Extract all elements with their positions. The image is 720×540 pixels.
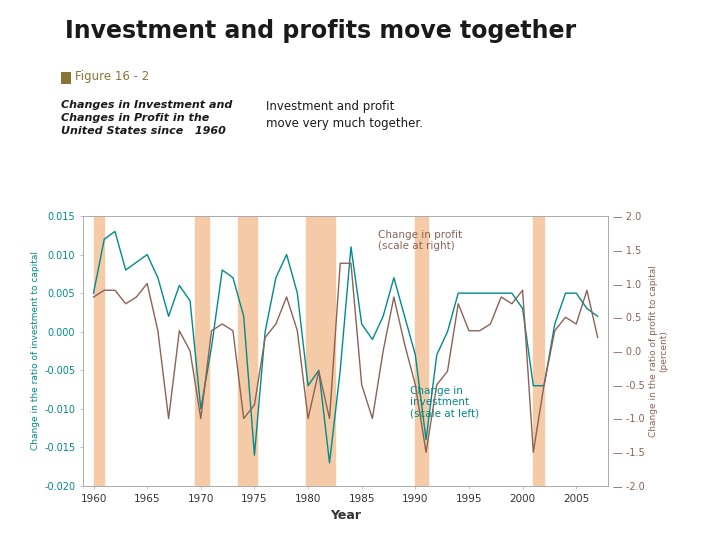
Text: Investment and profit
move very much together.: Investment and profit move very much tog… [266,100,423,130]
Y-axis label: Change in the ratio of investment to capital: Change in the ratio of investment to cap… [31,252,40,450]
Text: Investment and profits move together: Investment and profits move together [65,19,576,43]
Bar [195,216,210,486]
Text: Changes in Investment and
Changes in Profit in the
United States since   1960: Changes in Investment and Changes in Pro… [61,100,233,136]
Text: Figure 16 - 2: Figure 16 - 2 [75,70,149,83]
Text: Change in profit
(scale at right): Change in profit (scale at right) [378,230,462,252]
Bar [415,216,428,486]
Bar [238,216,256,486]
Text: Change in
investment
(scale at left): Change in investment (scale at left) [410,386,479,419]
X-axis label: Year: Year [330,509,361,522]
Y-axis label: Change in the ratio of profit to capital
(percent): Change in the ratio of profit to capital… [649,265,669,437]
Bar [94,216,104,486]
Bar [534,216,544,486]
Bar [306,216,335,486]
